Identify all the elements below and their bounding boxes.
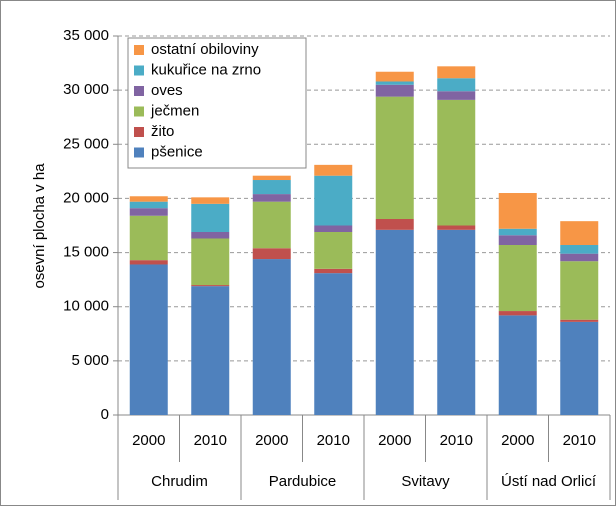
bar-segment	[437, 225, 476, 230]
legend-label: kukuřice na zrno	[151, 61, 261, 78]
bar-segment	[437, 99, 476, 226]
legend	[127, 37, 307, 169]
bar-segment	[560, 261, 599, 320]
bar-segment	[314, 164, 353, 176]
bar-segment	[375, 229, 414, 415]
legend-label: pšenice	[151, 143, 203, 160]
bar-segment	[375, 96, 414, 220]
group-label: Pardubice	[269, 473, 337, 490]
x-tick-label: 2010	[194, 432, 227, 449]
y-tick-label: 5 000	[71, 352, 109, 369]
legend-swatch	[134, 65, 144, 76]
y-axis-label: osevní plocha v ha	[31, 163, 48, 289]
group-label: Ústí nad Orlicí	[501, 473, 597, 490]
bar-segment	[252, 194, 291, 202]
bar-segment	[191, 197, 230, 204]
x-tick-label: 2000	[255, 432, 288, 449]
x-tick-label: 2000	[132, 432, 165, 449]
y-tick-label: 10 000	[63, 298, 109, 315]
bar-segment	[560, 221, 599, 245]
bar-segment	[437, 66, 476, 79]
legend-label: ostatní obiloviny	[151, 41, 259, 58]
bar-segment	[375, 84, 414, 97]
bar-segment	[191, 238, 230, 286]
bar-segment	[314, 175, 353, 226]
bar-segment	[191, 231, 230, 239]
bar-segment	[314, 231, 353, 269]
x-tick-label: 2000	[378, 432, 411, 449]
bar-segment	[129, 264, 168, 415]
bar-segment	[129, 201, 168, 209]
bar-segment	[375, 219, 414, 230]
bar-segment	[498, 193, 537, 229]
bar-segment	[560, 321, 599, 415]
x-tick-label: 2000	[501, 432, 534, 449]
bar-segment	[498, 235, 537, 245]
y-tick-label: 15 000	[63, 244, 109, 261]
x-tick-label: 2010	[440, 432, 473, 449]
bar-segment	[129, 208, 168, 216]
legend-label: ječmen	[150, 102, 199, 119]
y-tick-label: 35 000	[63, 27, 109, 44]
legend-swatch	[134, 106, 144, 117]
y-tick-label: 0	[101, 406, 109, 423]
bar-segment	[375, 81, 414, 85]
bar-segment	[252, 259, 291, 415]
bar-segment	[252, 175, 291, 181]
bar-segment	[252, 201, 291, 249]
bar-segment	[191, 286, 230, 415]
bar-segment	[437, 78, 476, 92]
x-tick-label: 2010	[317, 432, 350, 449]
y-tick-label: 20 000	[63, 189, 109, 206]
bar-segment	[191, 203, 230, 232]
bar-segment	[437, 91, 476, 100]
bar-segment	[191, 285, 230, 287]
bar-segment	[437, 229, 476, 415]
legend-swatch	[134, 45, 144, 55]
bar-segment	[498, 228, 537, 236]
bar-segment	[314, 268, 353, 274]
legend-label: žito	[151, 123, 174, 140]
bar-segment	[560, 319, 599, 322]
bar-segment	[314, 225, 353, 232]
bar-segment	[252, 248, 291, 260]
legend-label: oves	[151, 82, 183, 99]
group-label: Svitavy	[401, 473, 450, 490]
x-tick-label: 2010	[563, 432, 596, 449]
legend-swatch	[134, 127, 144, 137]
bar-segment	[560, 253, 599, 262]
bar-segment	[498, 315, 537, 415]
bar-segment	[252, 180, 291, 195]
y-tick-label: 25 000	[63, 135, 109, 152]
bar-segment	[560, 244, 599, 254]
bar-segment	[498, 244, 537, 312]
bar-segment	[129, 215, 168, 261]
bar-segment	[129, 196, 168, 202]
bar-segment	[314, 273, 353, 415]
bar-segment	[129, 260, 168, 265]
bar-segment	[375, 71, 414, 82]
group-label: Chrudim	[151, 473, 208, 490]
legend-swatch	[134, 86, 144, 96]
legend-swatch	[134, 147, 144, 158]
bar-segment	[498, 311, 537, 316]
y-tick-label: 30 000	[63, 81, 109, 98]
